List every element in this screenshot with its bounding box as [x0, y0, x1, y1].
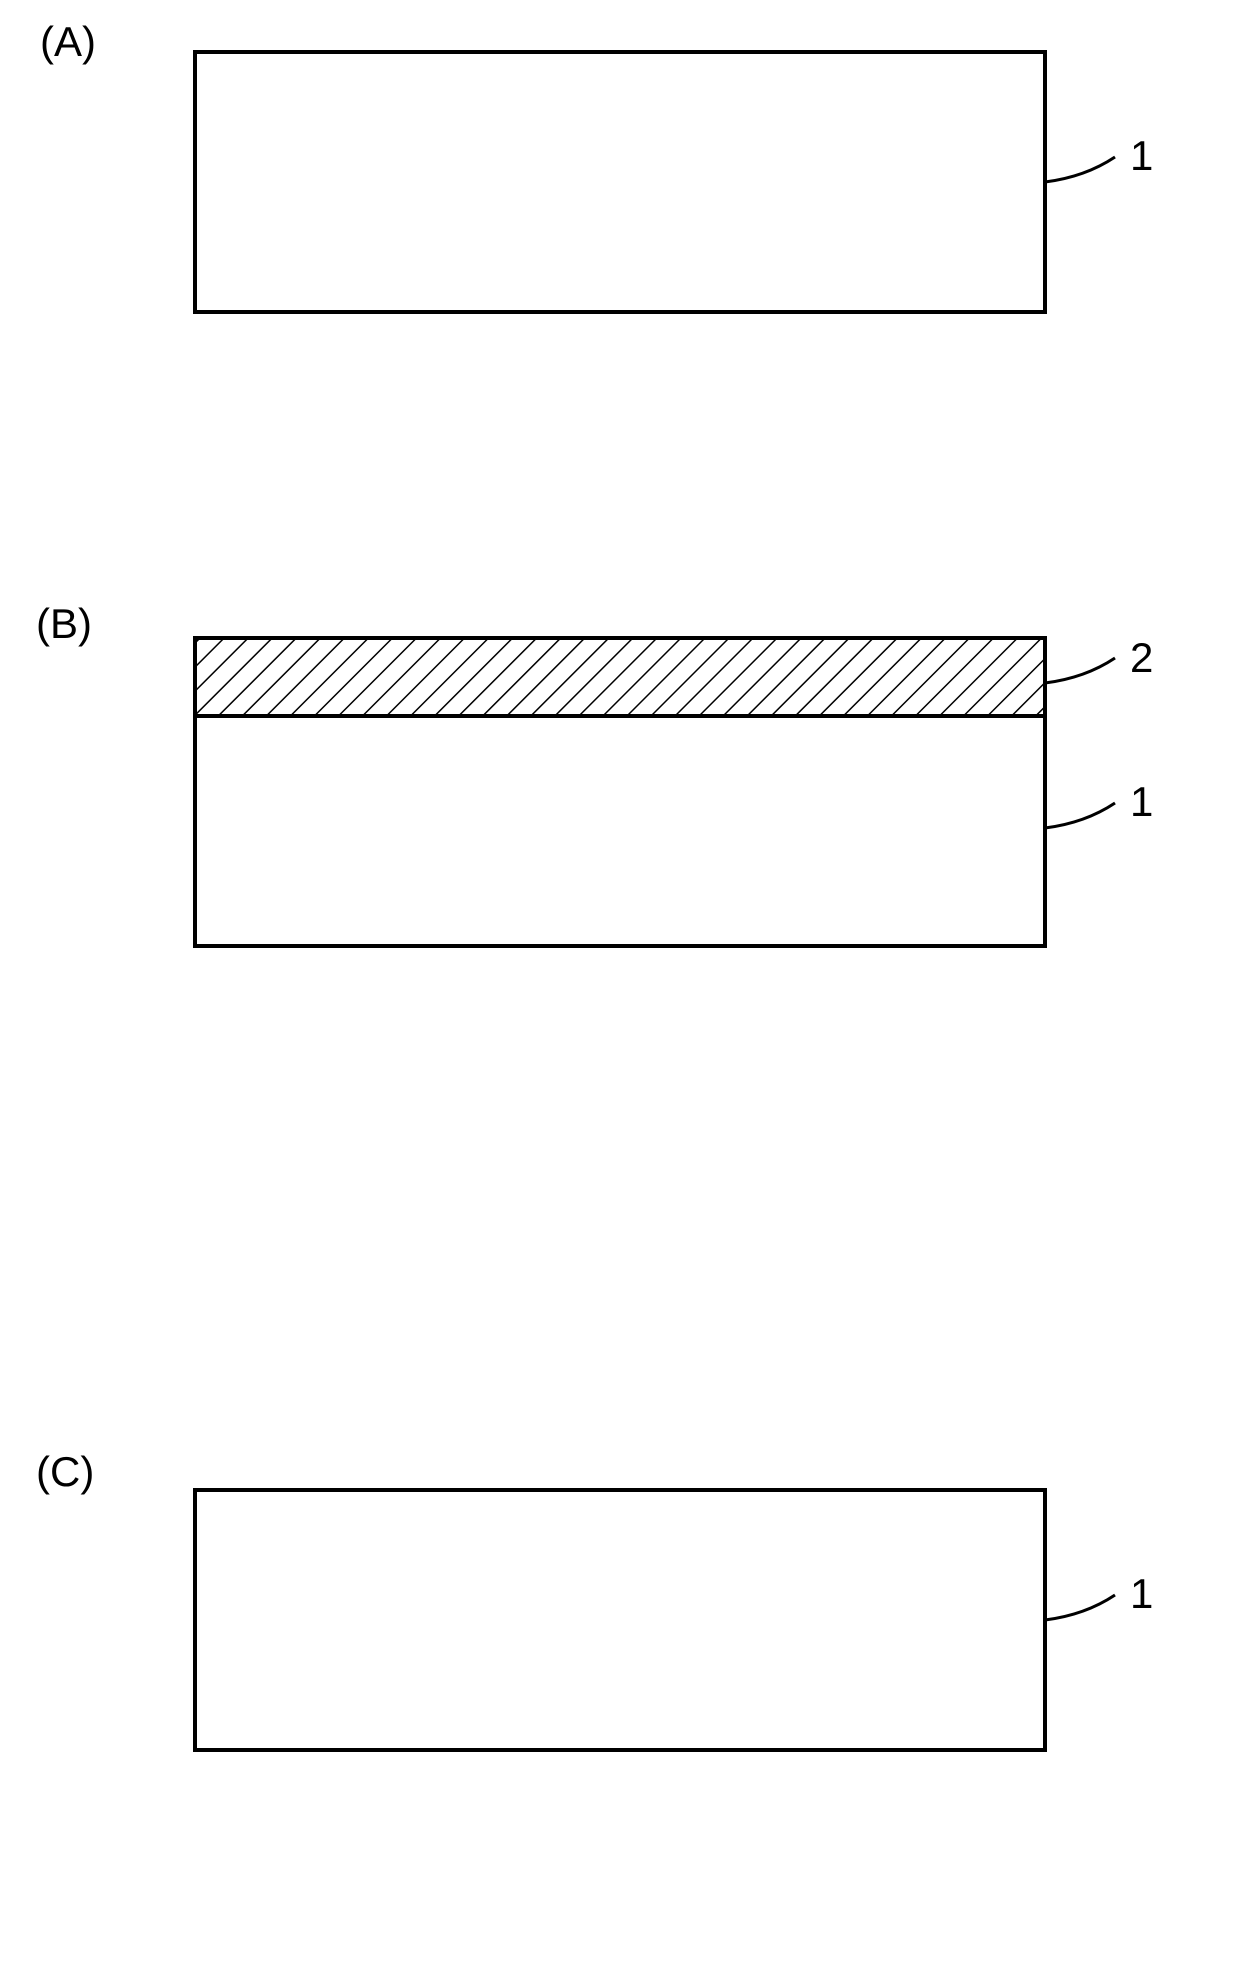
- panel-a-callout-1: 1: [1130, 132, 1153, 180]
- panel-label-a: (A): [40, 18, 96, 66]
- panel-c-leader-1: [1045, 1595, 1115, 1620]
- panel-b-top-layer: [195, 638, 1045, 716]
- panel-b-substrate: [195, 716, 1045, 946]
- panel-a-svg: [185, 42, 1165, 362]
- panel-b-leader-1: [1045, 803, 1115, 828]
- panel-a-diagram: 1: [185, 42, 1165, 362]
- panel-b-callout-2: 2: [1130, 634, 1153, 682]
- panel-b-svg: [185, 628, 1165, 998]
- panel-label-c: (C): [36, 1448, 94, 1496]
- panel-c-substrate: [195, 1490, 1045, 1750]
- panel-b-leader-2: [1045, 658, 1115, 683]
- panel-c-svg: [185, 1480, 1165, 1800]
- panel-b-diagram: 2 1: [185, 628, 1165, 998]
- panel-c-callout-1: 1: [1130, 1570, 1153, 1618]
- panel-b-callout-1: 1: [1130, 778, 1153, 826]
- panel-a-substrate: [195, 52, 1045, 312]
- panel-label-b: (B): [36, 600, 92, 648]
- panel-a-leader-1: [1045, 157, 1115, 182]
- panel-c-diagram: 1: [185, 1480, 1165, 1800]
